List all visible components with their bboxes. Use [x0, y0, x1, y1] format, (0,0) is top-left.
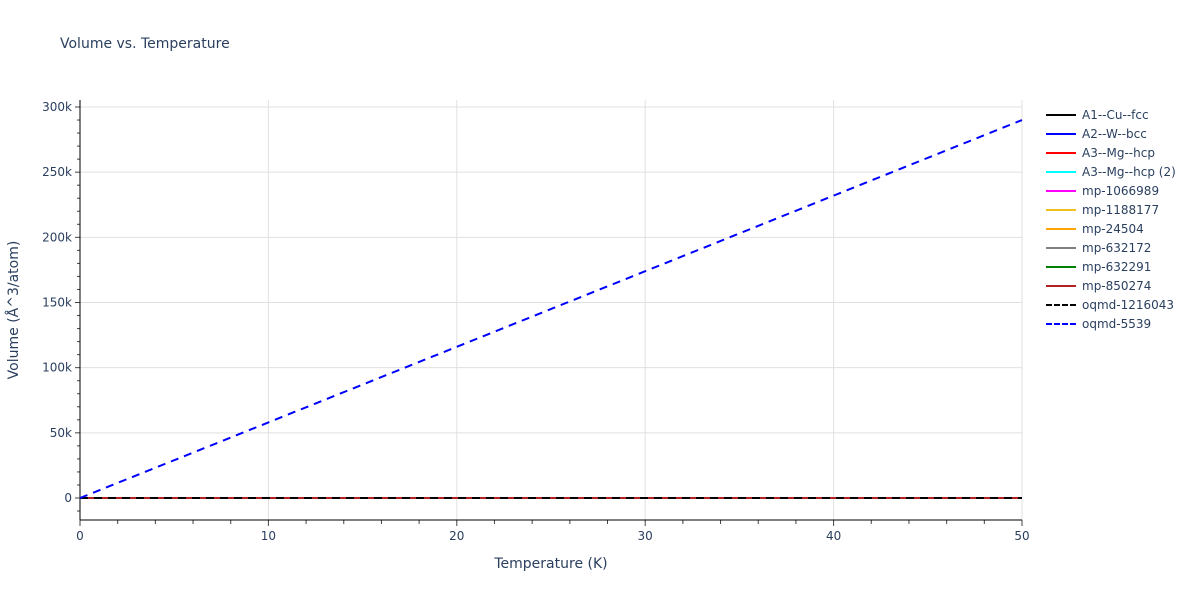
y-tick-label: 250k — [42, 165, 72, 179]
legend-swatch — [1046, 265, 1076, 268]
legend-swatch — [1046, 227, 1076, 230]
legend-swatch — [1046, 151, 1076, 154]
legend-swatch — [1046, 246, 1076, 249]
legend-swatch — [1046, 170, 1076, 173]
legend-item[interactable]: mp-850274 — [1046, 276, 1176, 295]
legend-swatch — [1046, 303, 1076, 306]
y-tick-label: 200k — [42, 230, 72, 244]
legend-swatch — [1046, 113, 1076, 116]
legend-label: mp-632172 — [1082, 240, 1152, 255]
x-tick-label: 20 — [449, 529, 464, 543]
legend-item[interactable]: oqmd-1216043 — [1046, 295, 1176, 314]
legend-swatch — [1046, 189, 1076, 192]
legend-swatch — [1046, 132, 1076, 135]
legend-item[interactable]: mp-1188177 — [1046, 200, 1176, 219]
legend-label: mp-632291 — [1082, 259, 1152, 274]
x-axis-label: Temperature (K) — [493, 556, 607, 572]
legend-label: A3--Mg--hcp (2) — [1082, 164, 1176, 179]
legend-item[interactable]: mp-632172 — [1046, 238, 1176, 257]
legend-item[interactable]: A2--W--bcc — [1046, 124, 1176, 143]
legend-item[interactable]: mp-1066989 — [1046, 181, 1176, 200]
legend-item[interactable]: mp-24504 — [1046, 219, 1176, 238]
legend-label: A3--Mg--hcp — [1082, 145, 1155, 160]
legend-label: mp-1188177 — [1082, 202, 1160, 217]
y-tick-label: 300k — [42, 100, 72, 114]
chart-title: Volume vs. Temperature — [60, 36, 230, 52]
y-tick-label: 50k — [50, 426, 72, 440]
legend-label: A2--W--bcc — [1082, 126, 1147, 141]
legend-item[interactable]: A3--Mg--hcp (2) — [1046, 162, 1176, 181]
legend-label: mp-1066989 — [1082, 183, 1160, 198]
legend-swatch — [1046, 208, 1076, 211]
x-tick-label: 10 — [261, 529, 276, 543]
x-tick-label: 40 — [826, 529, 841, 543]
legend-label: A1--Cu--fcc — [1082, 107, 1149, 122]
legend-item[interactable]: A3--Mg--hcp — [1046, 143, 1176, 162]
y-tick-label: 150k — [42, 296, 72, 310]
legend-label: mp-850274 — [1082, 278, 1152, 293]
legend-swatch — [1046, 284, 1076, 287]
x-tick-label: 30 — [638, 529, 653, 543]
y-tick-label: 100k — [42, 361, 72, 375]
legend-item[interactable]: mp-632291 — [1046, 257, 1176, 276]
y-axis-label: Volume (Å^3/atom) — [5, 241, 22, 380]
legend-item[interactable]: A1--Cu--fcc — [1046, 105, 1176, 124]
legend: A1--Cu--fcc A2--W--bcc A3--Mg--hcp A3--Mg--… — [1046, 105, 1176, 333]
legend-swatch — [1046, 322, 1076, 325]
legend-item[interactable]: oqmd-5539 — [1046, 314, 1176, 333]
legend-label: oqmd-5539 — [1082, 316, 1152, 331]
y-tick-label: 0 — [64, 491, 72, 505]
x-tick-label: 50 — [1014, 529, 1029, 543]
legend-label: mp-24504 — [1082, 221, 1144, 236]
x-tick-label: 0 — [76, 529, 84, 543]
legend-label: oqmd-1216043 — [1082, 297, 1175, 312]
series-line[interactable] — [79, 119, 1023, 499]
